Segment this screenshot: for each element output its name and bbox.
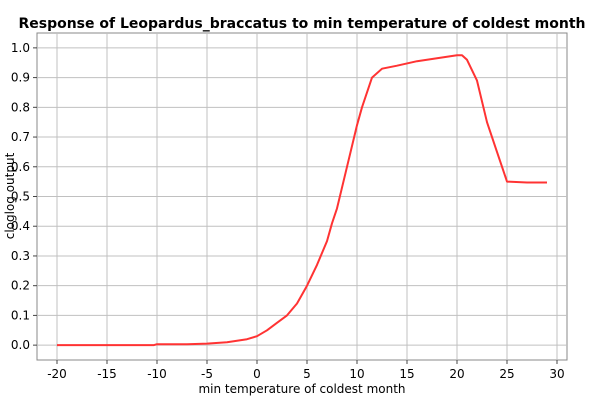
y-tick-label: 0.0 (11, 338, 30, 352)
x-tick-label: -15 (97, 367, 117, 381)
y-tick-label: 0.5 (11, 190, 30, 204)
x-tick-label: -10 (147, 367, 167, 381)
y-tick-label: 0.7 (11, 130, 30, 144)
x-tick-label: 0 (253, 367, 261, 381)
y-tick-label: 0.2 (11, 279, 30, 293)
y-tick-label: 0.4 (11, 219, 30, 233)
x-tick-label: 10 (349, 367, 364, 381)
x-tick-label: -20 (47, 367, 67, 381)
y-tick-label: 1.0 (11, 41, 30, 55)
y-tick-label: 0.3 (11, 249, 30, 263)
x-tick-label: 30 (549, 367, 564, 381)
y-axis-label: cloglog output (3, 152, 17, 239)
response-curve (57, 54, 547, 347)
x-tick-label: 25 (499, 367, 514, 381)
series-layer (57, 54, 547, 347)
y-tick-label: 0.8 (11, 100, 30, 114)
y-tick-label: 0.6 (11, 160, 30, 174)
grid-lines (37, 33, 567, 360)
x-tick-label: 5 (303, 367, 311, 381)
axis-ticks: -20 -15 -10 -5 0 5 10 15 20 25 30 0.0 0.1 0.2 0.3 0.4 0.… (11, 41, 565, 381)
x-tick-label: -5 (201, 367, 213, 381)
y-tick-label: 0.1 (11, 308, 30, 322)
x-tick-label: 15 (399, 367, 414, 381)
x-axis-label: min temperature of coldest month (198, 382, 405, 396)
x-tick-label: 20 (449, 367, 464, 381)
y-tick-label: 0.9 (11, 71, 30, 85)
chart-title: Response of Leopardus_braccatus to min t… (18, 16, 585, 32)
